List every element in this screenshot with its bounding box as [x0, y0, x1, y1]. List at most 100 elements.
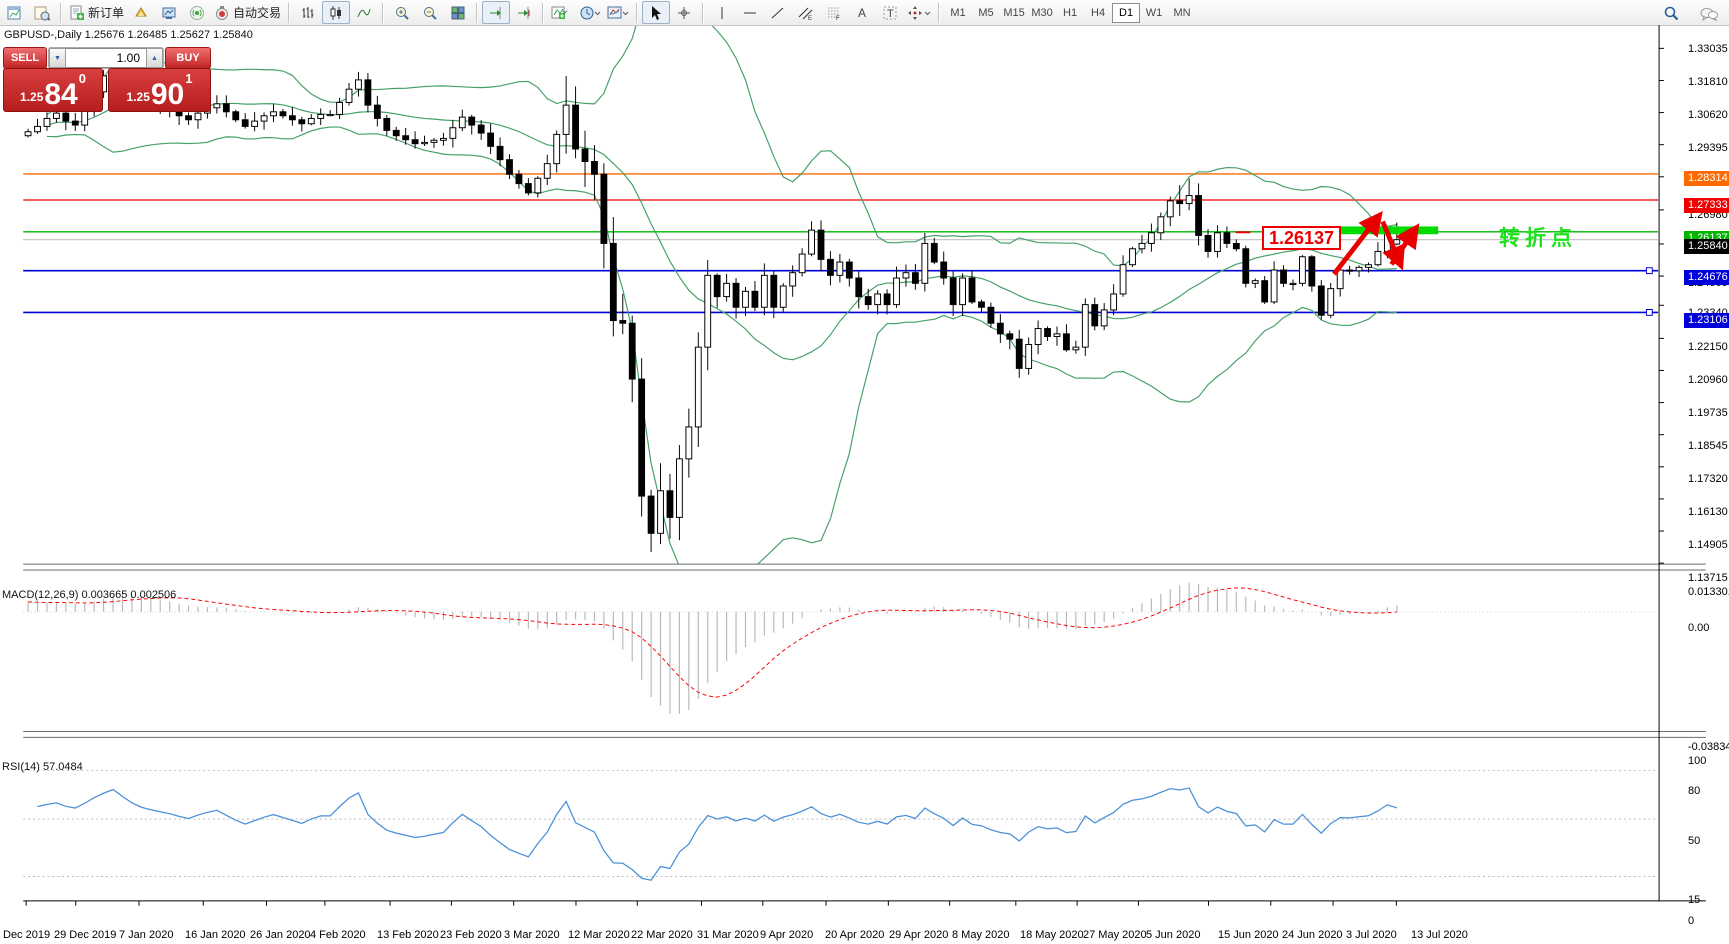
fibonacci-tool-icon[interactable]: F: [820, 1, 848, 24]
time-axis-label: 26 Jan 2020: [250, 929, 311, 941]
shapes-tool-icon[interactable]: [904, 1, 934, 24]
profile-icon[interactable]: [28, 1, 56, 24]
label-tool-icon[interactable]: T: [876, 1, 904, 24]
zoom-in-icon[interactable]: [388, 1, 416, 24]
timeframe-m15[interactable]: M15: [1003, 6, 1025, 19]
market-watch-icon[interactable]: [127, 1, 155, 24]
candle-chart-type-icon[interactable]: [322, 1, 351, 24]
bar-chart-type-icon[interactable]: [294, 1, 322, 24]
axis-tick-label: 0.013301: [1688, 586, 1729, 598]
chart-window-icon[interactable]: [0, 1, 28, 24]
pivot-price-box[interactable]: 1.26137: [1262, 226, 1341, 250]
price-level-flag: 1.25840: [1684, 238, 1729, 254]
timeframe-group: M1 M5 M15 M30 H1 H4 D1 W1 MN: [944, 2, 1196, 23]
timeframe-d1[interactable]: D1: [1112, 2, 1141, 23]
time-axis[interactable]: Dec 2019 29 Dec 2019 7 Jan 2020 16 Jan 2020…: [0, 925, 1729, 944]
trendline-tool-icon[interactable]: [764, 1, 792, 24]
new-order-button[interactable]: 新订单: [66, 1, 127, 24]
time-axis-label: 7 Jan 2020: [119, 929, 174, 941]
terminal-icon[interactable]: [155, 1, 183, 24]
bid-quote[interactable]: 1.25 84 0: [3, 68, 103, 112]
pivot-text[interactable]: 转折点: [1499, 227, 1577, 250]
time-axis-label: 29 Dec 2019: [54, 929, 117, 941]
axis-tick-label: 0.00: [1688, 622, 1710, 634]
crosshair-tool-icon[interactable]: [670, 1, 698, 24]
cursor-tool-icon[interactable]: [642, 1, 671, 24]
axis-tick-label: 1.22150: [1688, 341, 1728, 353]
new-order-label: 新订单: [88, 6, 125, 20]
timeframe-m30[interactable]: M30: [1031, 6, 1053, 19]
signal-icon[interactable]: [183, 1, 211, 24]
svg-text:E: E: [808, 16, 812, 21]
price-level-flag: 1.28314: [1684, 171, 1729, 187]
volume-input[interactable]: [66, 48, 146, 68]
chart-canvas[interactable]: [0, 25, 1729, 931]
price-level-flag: 1.27333: [1684, 197, 1729, 213]
rsi-label: RSI(14) 57.0484: [2, 761, 83, 773]
axis-tick-label: -0.038343: [1688, 741, 1729, 753]
axis-tick-label: 1.18545: [1688, 440, 1728, 452]
chart-title: GBPUSD-,Daily 1.25676 1.26485 1.25627 1.…: [4, 29, 253, 41]
axis-tick-label: 0: [1688, 915, 1695, 927]
axis-tick-label: 1.20960: [1688, 374, 1728, 386]
svg-text:F: F: [836, 16, 840, 21]
time-axis-label: 8 May 2020: [952, 929, 1010, 941]
time-axis-label: 29 Apr 2020: [889, 929, 949, 941]
axis-tick-label: 1.31810: [1688, 76, 1728, 88]
sell-button[interactable]: SELL: [3, 47, 47, 69]
axis-tick-label: 1.17320: [1688, 473, 1728, 485]
chart-shift-icon[interactable]: [482, 1, 511, 24]
autotrade-button[interactable]: 自动交易: [211, 1, 284, 24]
bid-big: 84: [44, 78, 78, 111]
price-level-flag: 1.23106: [1684, 313, 1729, 329]
periods-clock-icon[interactable]: [576, 1, 604, 24]
svg-text:A: A: [858, 6, 866, 20]
time-axis-label: 23 Feb 2020: [440, 929, 502, 941]
volume-control: ▼ ▲: [48, 47, 164, 69]
zoom-out-icon[interactable]: [416, 1, 444, 24]
timeframe-m5[interactable]: M5: [978, 6, 994, 19]
axis-tick-label: 1.30620: [1688, 109, 1728, 121]
add-indicator-icon[interactable]: [548, 1, 576, 24]
time-axis-label: 31 Mar 2020: [697, 929, 759, 941]
time-axis-label: 3 Mar 2020: [504, 929, 560, 941]
ask-quote[interactable]: 1.25 90 1: [108, 68, 211, 112]
axis-tick-label: 1.16130: [1688, 506, 1728, 518]
hline-tool-icon[interactable]: [736, 1, 764, 24]
time-axis-label: 13 Feb 2020: [377, 929, 439, 941]
timeframe-w1[interactable]: W1: [1145, 6, 1163, 19]
volume-up-button[interactable]: ▲: [146, 48, 163, 68]
timeframe-mn[interactable]: MN: [1173, 6, 1191, 19]
time-axis-label: 15 Jun 2020: [1218, 929, 1279, 941]
timeframe-m1[interactable]: M1: [950, 6, 966, 19]
time-axis-label: Dec 2019: [3, 929, 51, 941]
volume-down-button[interactable]: ▼: [49, 48, 66, 68]
tile-windows-icon[interactable]: [444, 1, 472, 24]
time-axis-label: 24 Jun 2020: [1282, 929, 1343, 941]
search-icon[interactable]: [1657, 2, 1685, 25]
ask-big: 90: [150, 78, 185, 111]
axis-tick-label: 1.33035: [1688, 43, 1728, 55]
text-tool-icon[interactable]: A: [848, 1, 876, 24]
one-click-trading-panel: SELL ▼ ▲ BUY 1.25 84 0 1.25 90 1: [3, 47, 211, 112]
line-chart-type-icon[interactable]: [350, 1, 378, 24]
axis-tick-label: 80: [1688, 785, 1701, 797]
time-axis-label: 27 May 2020: [1083, 929, 1147, 941]
buy-button[interactable]: BUY: [165, 47, 211, 69]
channel-tool-icon[interactable]: E: [792, 1, 820, 24]
axis-tick-label: 50: [1688, 835, 1701, 847]
auto-scroll-icon[interactable]: [510, 1, 538, 24]
time-axis-label: 13 Jul 2020: [1411, 929, 1468, 941]
timeframe-h4[interactable]: H4: [1091, 6, 1106, 19]
chat-icon[interactable]: [1695, 2, 1723, 25]
autotrade-label: 自动交易: [233, 6, 282, 20]
time-axis-label: 20 Apr 2020: [825, 929, 885, 941]
svg-text:T: T: [887, 8, 894, 20]
time-axis-label: 16 Jan 2020: [185, 929, 246, 941]
template-icon[interactable]: [604, 1, 632, 24]
time-axis-label: 9 Apr 2020: [760, 929, 814, 941]
vline-tool-icon[interactable]: [708, 1, 736, 24]
timeframe-h1[interactable]: H1: [1063, 6, 1078, 19]
time-axis-label: 3 Jul 2020: [1346, 929, 1397, 941]
